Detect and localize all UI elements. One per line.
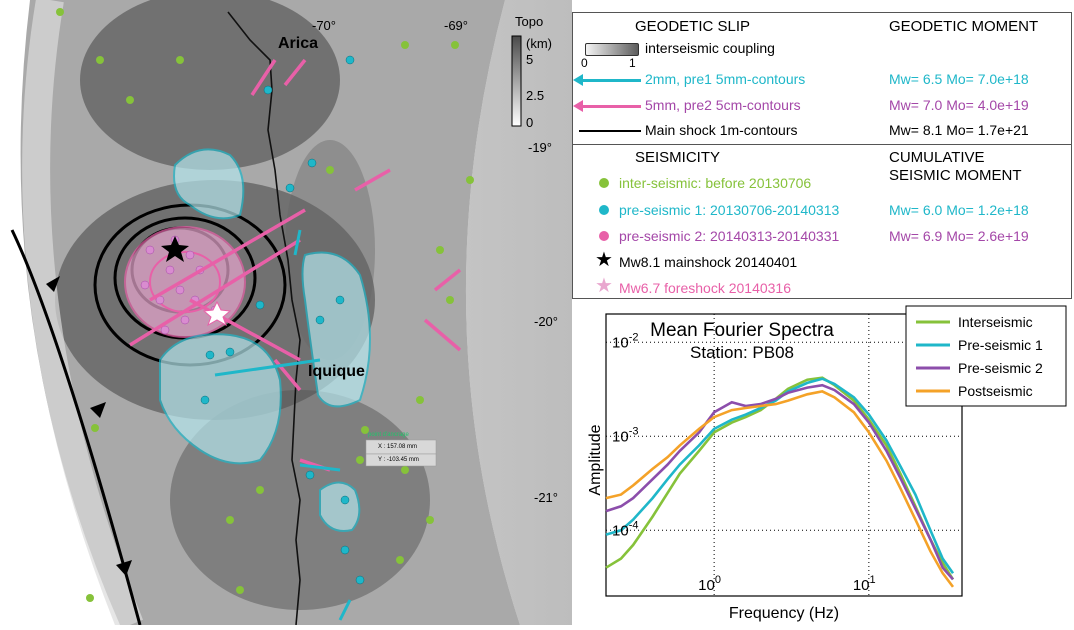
slip-swatch-pre2 xyxy=(579,105,641,108)
slip-row-moment: Mw= 8.1 Mo= 1.7e+21 xyxy=(889,122,1029,138)
topo-tick: 5 xyxy=(526,52,534,67)
measure-box-title: point d'ancrage xyxy=(368,432,409,438)
topo-tick: 2.5 xyxy=(526,88,545,103)
slip-swatch-mainshock xyxy=(579,130,641,132)
coupling-tick: 0 xyxy=(581,56,588,70)
legend-entry: Pre-seismic 1 xyxy=(958,337,1043,353)
seis-row-label: pre-seismic 1: 20130706-20140313 xyxy=(619,202,840,218)
pre2-slip-vectors xyxy=(129,58,462,472)
mainshock-star-icon: ★ xyxy=(595,249,613,271)
topo-tick: 0 xyxy=(526,115,534,130)
chart-title: Mean Fourier Spectra xyxy=(650,320,834,341)
grid xyxy=(606,314,962,596)
series-line xyxy=(605,383,954,581)
coupling-tick: 1 xyxy=(629,56,636,70)
chart-legend: Interseismic Pre-seismic 1 Pre-seismic 2 Po… xyxy=(905,305,1067,407)
seis-swatch-pre1 xyxy=(599,205,609,215)
city-label-iquique: Iquique xyxy=(308,363,365,380)
seismicity-map: Arica Iquique -70° -69° -19° -20° -21° T… xyxy=(0,0,572,625)
legend-panel: GEODETIC SLIP GEODETIC MOMENT interseism… xyxy=(572,12,1072,299)
pre1-slip-vectors xyxy=(214,229,352,621)
pre1-slip-area xyxy=(159,333,282,465)
seis-swatch-inter xyxy=(599,178,609,188)
legend-entry: Postseismic xyxy=(958,383,1033,399)
measure-box-x: X : 157.08 mm xyxy=(378,444,418,450)
cum-title-1: CUMULATIVE xyxy=(889,149,985,166)
city-label-arica: Arica xyxy=(278,35,319,52)
slip-title: GEODETIC SLIP xyxy=(635,18,751,35)
lon-label: -69° xyxy=(444,18,468,33)
lat-label: -19° xyxy=(528,140,552,155)
lat-label: -21° xyxy=(534,490,558,505)
slip-swatch-pre1 xyxy=(579,79,641,82)
series-line xyxy=(605,390,955,588)
pre-seismic-1-events xyxy=(200,55,365,585)
coupling-bar xyxy=(585,43,639,56)
foreshock-star xyxy=(202,300,232,327)
coastline xyxy=(227,11,301,625)
series-line xyxy=(605,376,955,581)
slip-row-moment: Mw= 6.5 Mo= 7.0e+18 xyxy=(889,71,1029,87)
trench-line xyxy=(10,229,142,625)
slip-arrowhead-pre1 xyxy=(573,74,583,86)
legend-divider xyxy=(573,144,1071,145)
slip-arrowhead-pre2 xyxy=(573,100,583,112)
lon-label: -70° xyxy=(312,18,336,33)
topo-unit: (km) xyxy=(526,36,552,51)
trench-tooth xyxy=(90,402,106,418)
trench-tooth xyxy=(46,276,60,292)
seis-row-moment: Mw= 6.9 Mo= 2.6e+19 xyxy=(889,228,1029,244)
slip-row-label: Main shock 1m-contours xyxy=(645,122,798,138)
plot-frame xyxy=(605,313,963,597)
moment-title: GEODETIC MOMENT xyxy=(889,18,1039,35)
y-axis-label: Amplitude xyxy=(587,424,604,495)
mainshock-label: Mw8.1 mainshock 20140401 xyxy=(619,254,798,270)
slip-row-label: 2mm, pre1 5mm-contours xyxy=(645,71,806,87)
slip-row-moment: Mw= 7.0 Mo= 4.0e+19 xyxy=(889,97,1029,113)
legend-entry: Pre-seismic 2 xyxy=(958,360,1043,376)
pre1-slip-area xyxy=(173,148,245,220)
coupling-label: interseismic coupling xyxy=(645,40,775,56)
chart-subtitle: Station: PB08 xyxy=(690,343,794,362)
foreshock-star-icon: ★ xyxy=(595,275,613,297)
foreshock-label: Mw6.7 foreshock 20140316 xyxy=(619,280,791,296)
interseismic-events xyxy=(56,8,474,602)
lat-label: -20° xyxy=(534,314,558,329)
series-lines xyxy=(605,376,955,588)
pre1-slip-area xyxy=(319,481,361,532)
seis-row-label: pre-seismic 2: 20140313-20140331 xyxy=(619,228,840,244)
seis-row-label: inter-seismic: before 20130706 xyxy=(619,175,812,191)
seis-swatch-pre2 xyxy=(599,231,609,241)
measure-box-y: Y : -103.45 mm xyxy=(378,457,419,463)
slip-row-label: 5mm, pre2 5cm-contours xyxy=(645,97,801,113)
topo-title: Topo xyxy=(515,14,544,29)
x-axis-label: Frequency (Hz) xyxy=(729,605,839,622)
pre1-slip-area xyxy=(301,251,371,408)
spectra-chart: Mean Fourier Spectra Station: PB08 Ampli… xyxy=(572,300,1074,625)
topo-colorbar xyxy=(511,35,522,127)
seis-row-moment: Mw= 6.0 Mo= 1.2e+18 xyxy=(889,202,1029,218)
seis-title: SEISMICITY xyxy=(635,149,721,166)
trench-tooth xyxy=(116,560,132,576)
mainshock-star xyxy=(161,236,189,262)
legend-entry: Interseismic xyxy=(958,314,1033,330)
cum-title-2: SEISMIC MOMENT xyxy=(889,167,1022,184)
